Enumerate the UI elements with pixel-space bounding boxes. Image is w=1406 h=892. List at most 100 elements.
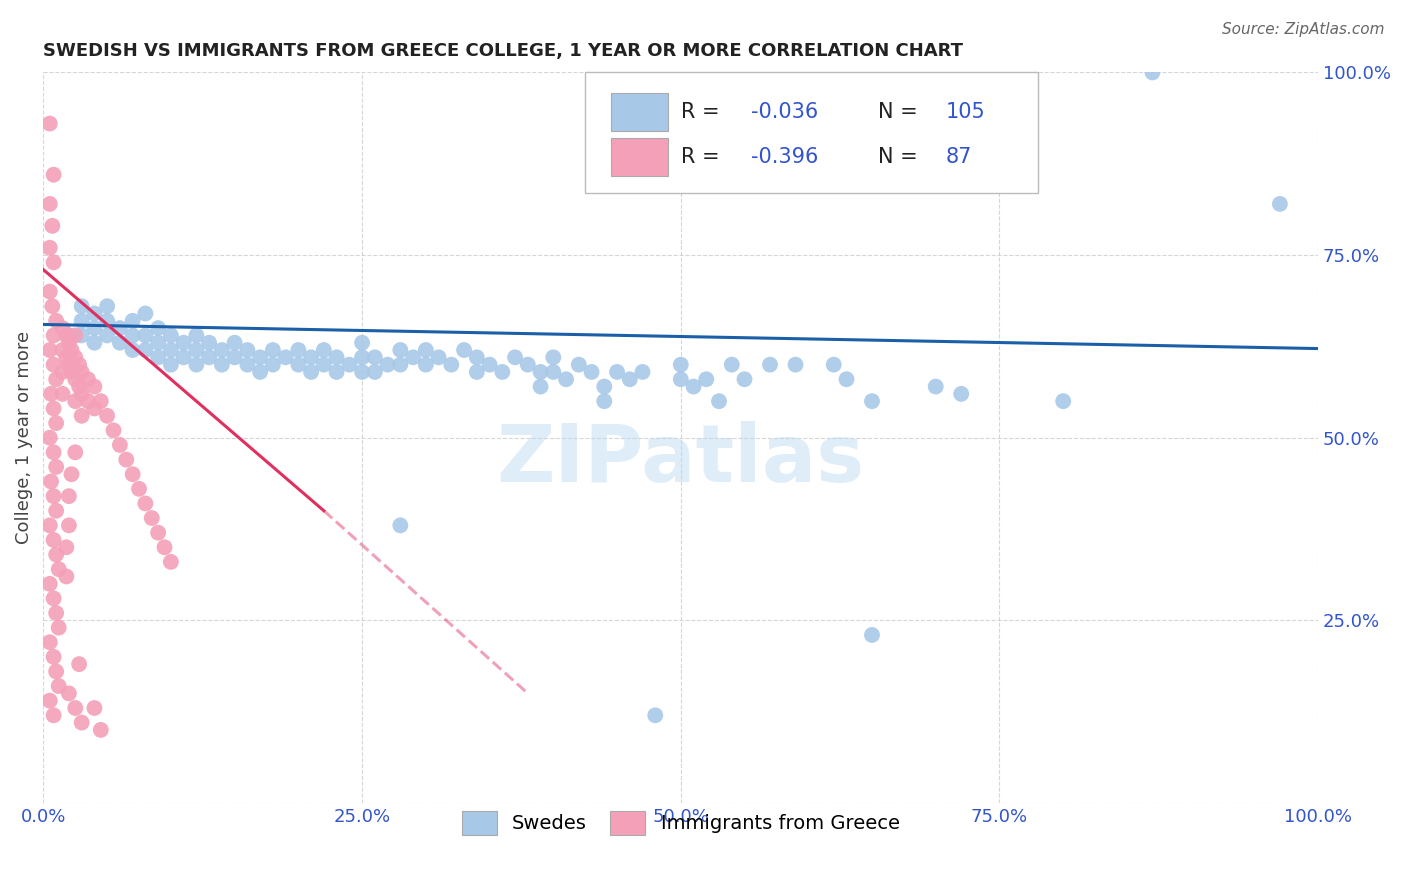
Point — [134, 496, 156, 510]
Point — [644, 708, 666, 723]
Point — [287, 358, 309, 372]
Point — [65, 328, 87, 343]
Point — [70, 314, 93, 328]
Point — [606, 365, 628, 379]
Point — [38, 635, 60, 649]
Text: 105: 105 — [946, 102, 986, 122]
Point — [70, 387, 93, 401]
Point — [236, 358, 259, 372]
Point — [121, 467, 143, 482]
Y-axis label: College, 1 year or more: College, 1 year or more — [15, 331, 32, 544]
Point — [312, 343, 335, 357]
Point — [364, 351, 387, 365]
Point — [568, 358, 591, 372]
Point — [249, 365, 271, 379]
Point — [134, 343, 156, 357]
Point — [146, 335, 169, 350]
Point — [121, 328, 143, 343]
Point — [65, 372, 87, 386]
Point — [70, 715, 93, 730]
Point — [67, 358, 90, 372]
Point — [83, 379, 105, 393]
Point — [134, 328, 156, 343]
Point — [465, 365, 488, 379]
Point — [160, 328, 183, 343]
Legend: Swedes, Immigrants from Greece: Swedes, Immigrants from Greece — [451, 801, 910, 845]
Point — [669, 372, 692, 386]
Point — [707, 394, 730, 409]
Point — [58, 358, 80, 372]
Point — [1268, 197, 1291, 211]
Point — [42, 708, 65, 723]
Point — [503, 351, 526, 365]
Point — [389, 358, 412, 372]
Point — [593, 379, 616, 393]
Text: SWEDISH VS IMMIGRANTS FROM GREECE COLLEGE, 1 YEAR OR MORE CORRELATION CHART: SWEDISH VS IMMIGRANTS FROM GREECE COLLEG… — [44, 42, 963, 60]
Text: R =: R = — [681, 147, 725, 167]
Point — [108, 321, 131, 335]
Point — [51, 365, 73, 379]
Point — [67, 657, 90, 672]
Point — [415, 358, 437, 372]
Point — [1052, 394, 1074, 409]
Point — [45, 504, 67, 518]
Point — [83, 335, 105, 350]
Point — [45, 416, 67, 430]
Point — [42, 649, 65, 664]
Point — [65, 351, 87, 365]
Point — [67, 379, 90, 393]
Point — [720, 358, 742, 372]
Point — [83, 306, 105, 320]
Text: N =: N = — [879, 102, 925, 122]
Point — [160, 555, 183, 569]
Point — [38, 576, 60, 591]
Point — [249, 351, 271, 365]
Point — [90, 723, 112, 737]
Point — [402, 351, 425, 365]
Point — [529, 365, 551, 379]
Point — [146, 525, 169, 540]
Point — [153, 541, 176, 555]
Point — [83, 701, 105, 715]
Point — [58, 335, 80, 350]
Point — [48, 679, 70, 693]
FancyBboxPatch shape — [585, 72, 1038, 193]
Point — [70, 409, 93, 423]
Point — [55, 351, 77, 365]
Point — [211, 358, 233, 372]
Point — [211, 343, 233, 357]
Point — [581, 365, 603, 379]
Point — [77, 394, 100, 409]
Point — [42, 591, 65, 606]
Text: R =: R = — [681, 102, 725, 122]
Point — [555, 372, 578, 386]
Point — [835, 372, 858, 386]
Point — [312, 358, 335, 372]
Point — [65, 701, 87, 715]
Point — [48, 621, 70, 635]
Point — [352, 365, 374, 379]
Point — [90, 394, 112, 409]
Point — [695, 372, 717, 386]
Point — [785, 358, 807, 372]
Point — [58, 518, 80, 533]
Point — [55, 569, 77, 583]
Point — [146, 321, 169, 335]
Point — [134, 306, 156, 320]
Point — [121, 343, 143, 357]
Point — [925, 379, 948, 393]
Point — [45, 665, 67, 679]
Point — [198, 351, 221, 365]
Point — [83, 321, 105, 335]
Point — [108, 335, 131, 350]
Point — [39, 387, 62, 401]
Point — [262, 358, 284, 372]
Point — [478, 358, 501, 372]
Point — [55, 328, 77, 343]
Point — [60, 343, 83, 357]
Text: -0.396: -0.396 — [751, 147, 818, 167]
Point — [543, 351, 565, 365]
Point — [860, 394, 883, 409]
Point — [516, 358, 538, 372]
FancyBboxPatch shape — [610, 93, 668, 131]
